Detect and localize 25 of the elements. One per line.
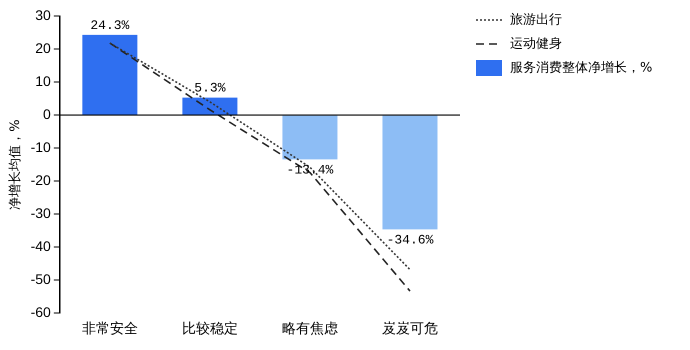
bar	[82, 34, 138, 115]
bar	[182, 98, 238, 115]
y-tick-label: 30	[35, 6, 52, 23]
y-tick-label: 10	[35, 72, 52, 89]
y-axis-title: 净增长均值，%	[8, 119, 24, 210]
y-tick-label: -60	[30, 304, 52, 320]
x-tick-label: 岌岌可危	[382, 321, 438, 338]
y-tick-label: -50	[30, 271, 52, 288]
data-label: 5.3%	[194, 80, 226, 96]
legend-label: 服务消费整体净增长，%	[510, 60, 652, 76]
legend-label: 运动健身	[510, 36, 562, 52]
data-label: 24.3%	[90, 18, 130, 33]
bar	[282, 116, 338, 160]
x-tick-label: 比较稳定	[182, 321, 238, 338]
y-tick-label: 0	[43, 106, 52, 122]
data-label: -34.6%	[386, 232, 434, 248]
y-tick-label: -30	[30, 204, 52, 221]
y-tick-label: -10	[30, 138, 52, 155]
legend-label: 旅游出行	[510, 12, 562, 28]
bar	[382, 116, 438, 230]
x-tick-label: 略有焦虑	[282, 321, 338, 338]
y-tick-label: 20	[35, 40, 52, 56]
x-tick-label: 非常安全	[82, 321, 138, 338]
y-tick-label: -20	[30, 172, 52, 188]
y-tick-label: -40	[30, 238, 52, 254]
